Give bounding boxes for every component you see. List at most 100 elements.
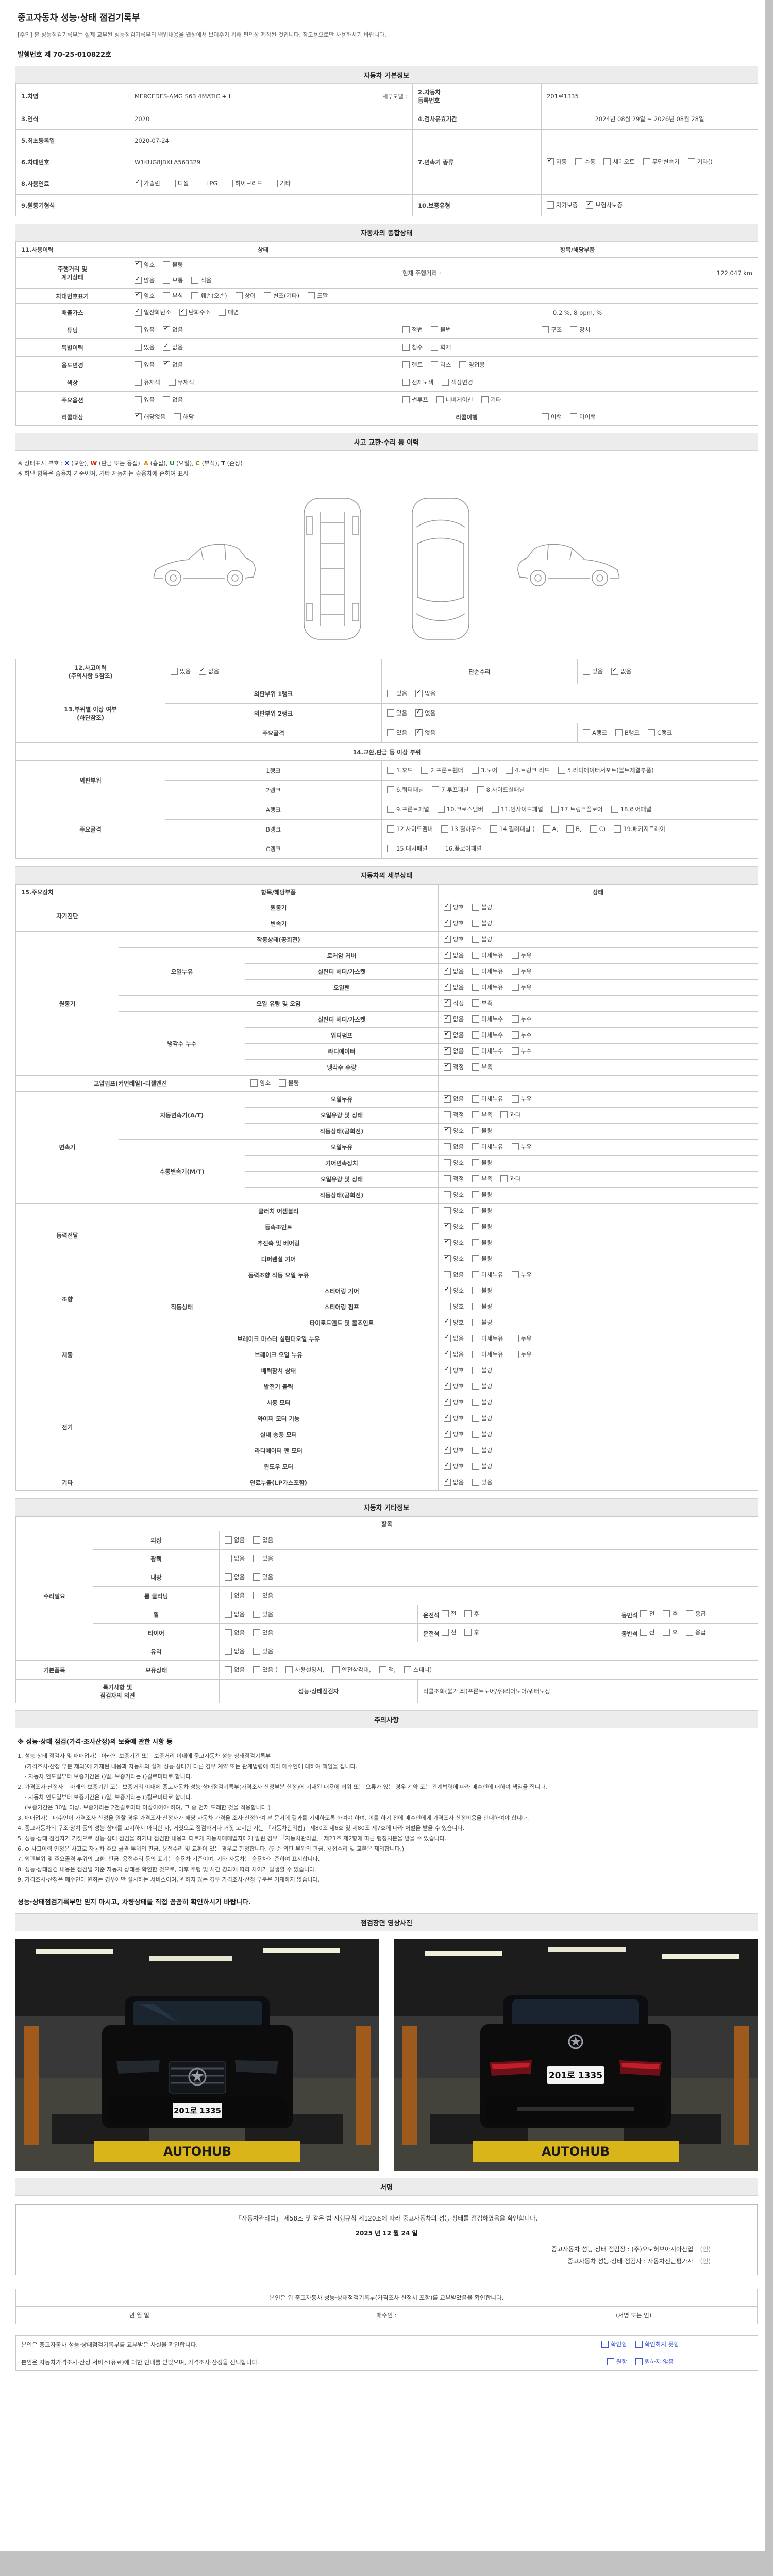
checkbox-후[interactable]: 후 bbox=[663, 1628, 678, 1636]
checkbox-box-icon[interactable] bbox=[135, 396, 142, 403]
checkbox-불량[interactable]: 불량 bbox=[472, 1318, 492, 1327]
checkbox-box-icon[interactable] bbox=[163, 360, 171, 368]
checkbox-box-icon[interactable] bbox=[472, 1239, 480, 1246]
checkbox-양호[interactable]: 양호 bbox=[444, 1381, 464, 1391]
checkbox-box-icon[interactable] bbox=[590, 825, 597, 833]
checkbox-없음[interactable]: 없음 bbox=[415, 708, 435, 717]
checkbox-색상변경[interactable]: 색상변경 bbox=[442, 378, 473, 386]
checkbox-box-icon[interactable] bbox=[472, 1335, 480, 1342]
checkbox-box-icon[interactable] bbox=[444, 1030, 451, 1039]
checkbox-양호[interactable]: 양호 bbox=[444, 1207, 464, 1215]
checkbox-box-icon[interactable] bbox=[402, 361, 410, 368]
checkbox-양호[interactable]: 양호 bbox=[444, 1285, 464, 1295]
checkbox-box-icon[interactable] bbox=[547, 157, 554, 165]
checkbox-box-icon[interactable] bbox=[444, 1159, 451, 1166]
checkbox-box-icon[interactable] bbox=[583, 728, 590, 736]
checkbox-3.도어[interactable]: 3.도어 bbox=[472, 766, 497, 774]
checkbox-미세누유[interactable]: 미세누유 bbox=[472, 983, 503, 991]
checkbox-box-icon[interactable] bbox=[163, 342, 171, 351]
checkbox-원함[interactable]: 원함 bbox=[607, 2358, 627, 2366]
checkbox-있음[interactable]: 있음 bbox=[387, 689, 407, 698]
checkbox-불량[interactable]: 불량 bbox=[472, 1223, 492, 1231]
checkbox-도말[interactable]: 도말 bbox=[308, 292, 328, 300]
checkbox-box-icon[interactable] bbox=[226, 179, 233, 187]
checkbox-box-icon[interactable] bbox=[511, 968, 519, 975]
checkbox-불량[interactable]: 불량 bbox=[472, 1286, 492, 1295]
checkbox-불량[interactable]: 불량 bbox=[472, 1414, 492, 1422]
checkbox-box-icon[interactable] bbox=[402, 326, 410, 333]
checkbox-box-icon[interactable] bbox=[472, 984, 480, 991]
checkbox-box-icon[interactable] bbox=[168, 179, 176, 187]
checkbox-자동[interactable]: 자동 bbox=[547, 157, 567, 166]
checkbox-box-icon[interactable] bbox=[472, 1111, 480, 1118]
checkbox-스패너)[interactable]: 스패너) bbox=[404, 1666, 432, 1674]
checkbox-누유[interactable]: 누유 bbox=[511, 951, 532, 959]
checkbox-box-icon[interactable] bbox=[444, 1365, 451, 1374]
checkbox-box-icon[interactable] bbox=[444, 1175, 451, 1182]
checkbox-box-icon[interactable] bbox=[135, 291, 142, 299]
checkbox-양호[interactable]: 양호 bbox=[135, 260, 155, 269]
checkbox-10.크로스멤버[interactable]: 10.크로스멤버 bbox=[437, 805, 483, 814]
checkbox-box-icon[interactable] bbox=[196, 179, 204, 187]
checkbox-box-icon[interactable] bbox=[135, 275, 142, 284]
checkbox-적법[interactable]: 적법 bbox=[402, 326, 423, 334]
checkbox-있음[interactable]: 있음 bbox=[253, 1554, 273, 1563]
checkbox-해당없음[interactable]: 해당없음 bbox=[135, 412, 165, 421]
checkbox-box-icon[interactable] bbox=[511, 1335, 519, 1342]
checkbox-불량[interactable]: 불량 bbox=[472, 1382, 492, 1391]
checkbox-19.패키지트레이[interactable]: 19.패키지트레이 bbox=[614, 825, 665, 833]
checkbox-불량[interactable]: 불량 bbox=[472, 1191, 492, 1199]
checkbox-box-icon[interactable] bbox=[135, 260, 142, 268]
checkbox-box-icon[interactable] bbox=[472, 1255, 480, 1262]
checkbox-전[interactable]: 전 bbox=[441, 1628, 456, 1636]
checkbox-자가보증[interactable]: 자가보증 bbox=[547, 201, 578, 209]
checkbox-세미오토[interactable]: 세미오토 bbox=[603, 158, 635, 166]
checkbox-box-icon[interactable] bbox=[472, 1175, 480, 1182]
checkbox-box-icon[interactable] bbox=[163, 292, 171, 299]
checkbox-box-icon[interactable] bbox=[225, 1666, 232, 1673]
checkbox-box-icon[interactable] bbox=[387, 805, 394, 813]
checkbox-box-icon[interactable] bbox=[614, 825, 621, 833]
checkbox-없음[interactable]: 없음 bbox=[225, 1629, 245, 1637]
checkbox-box-icon[interactable] bbox=[135, 178, 142, 187]
checkbox-있음[interactable]: 있음 bbox=[253, 1629, 273, 1637]
checkbox-있음 ([interactable]: 있음 ( bbox=[253, 1666, 277, 1674]
checkbox-매연[interactable]: 매연 bbox=[219, 308, 239, 316]
checkbox-누수[interactable]: 누수 bbox=[511, 1047, 532, 1055]
checkbox-미세누유[interactable]: 미세누유 bbox=[472, 1270, 503, 1279]
checkbox-box-icon[interactable] bbox=[444, 1349, 451, 1358]
checkbox-box-icon[interactable] bbox=[444, 1046, 451, 1055]
checkbox-box-icon[interactable] bbox=[511, 1095, 519, 1103]
checkbox-box-icon[interactable] bbox=[500, 1111, 508, 1118]
checkbox-없음[interactable]: 없음 bbox=[444, 1094, 464, 1103]
checkbox-box-icon[interactable] bbox=[444, 1333, 451, 1342]
checkbox-14.필러패널 ([interactable]: 14.필러패널 ( bbox=[490, 825, 535, 833]
checkbox-미세누유[interactable]: 미세누유 bbox=[472, 1334, 503, 1343]
checkbox-있음[interactable]: 있음 bbox=[253, 1536, 273, 1544]
checkbox-불량[interactable]: 불량 bbox=[279, 1079, 299, 1087]
checkbox-box-icon[interactable] bbox=[253, 1573, 261, 1581]
checkbox-box-icon[interactable] bbox=[492, 805, 499, 813]
checkbox-확인함[interactable]: 확인함 bbox=[601, 2340, 627, 2348]
checkbox-누수[interactable]: 누수 bbox=[511, 1031, 532, 1039]
receipt-date-blank[interactable]: 년 월 일 bbox=[15, 2306, 263, 2324]
checkbox-수동[interactable]: 수동 bbox=[575, 158, 595, 166]
checkbox-있음[interactable]: 있음 bbox=[135, 396, 155, 404]
checkbox-불량[interactable]: 불량 bbox=[472, 1398, 492, 1406]
checkbox-box-icon[interactable] bbox=[444, 1285, 451, 1294]
checkbox-누유[interactable]: 누유 bbox=[511, 1270, 532, 1279]
checkbox-양호[interactable]: 양호 bbox=[444, 1365, 464, 1375]
checkbox-하이브리드[interactable]: 하이브리드 bbox=[226, 179, 262, 188]
checkbox-box-icon[interactable] bbox=[444, 966, 451, 975]
checkbox-box-icon[interactable] bbox=[472, 1303, 480, 1310]
checkbox-box-icon[interactable] bbox=[444, 934, 451, 943]
checkbox-box-icon[interactable] bbox=[235, 292, 243, 299]
checkbox-box-icon[interactable] bbox=[472, 1223, 480, 1230]
checkbox-box-icon[interactable] bbox=[415, 708, 423, 717]
checkbox-box-icon[interactable] bbox=[387, 728, 394, 736]
checkbox-미세누유[interactable]: 미세누유 bbox=[472, 967, 503, 975]
checkbox-미이행[interactable]: 미이행 bbox=[570, 413, 596, 421]
checkbox-없음[interactable]: 없음 bbox=[225, 1536, 245, 1544]
checkbox-양호[interactable]: 양호 bbox=[444, 1126, 464, 1135]
checkbox-box-icon[interactable] bbox=[472, 766, 479, 774]
